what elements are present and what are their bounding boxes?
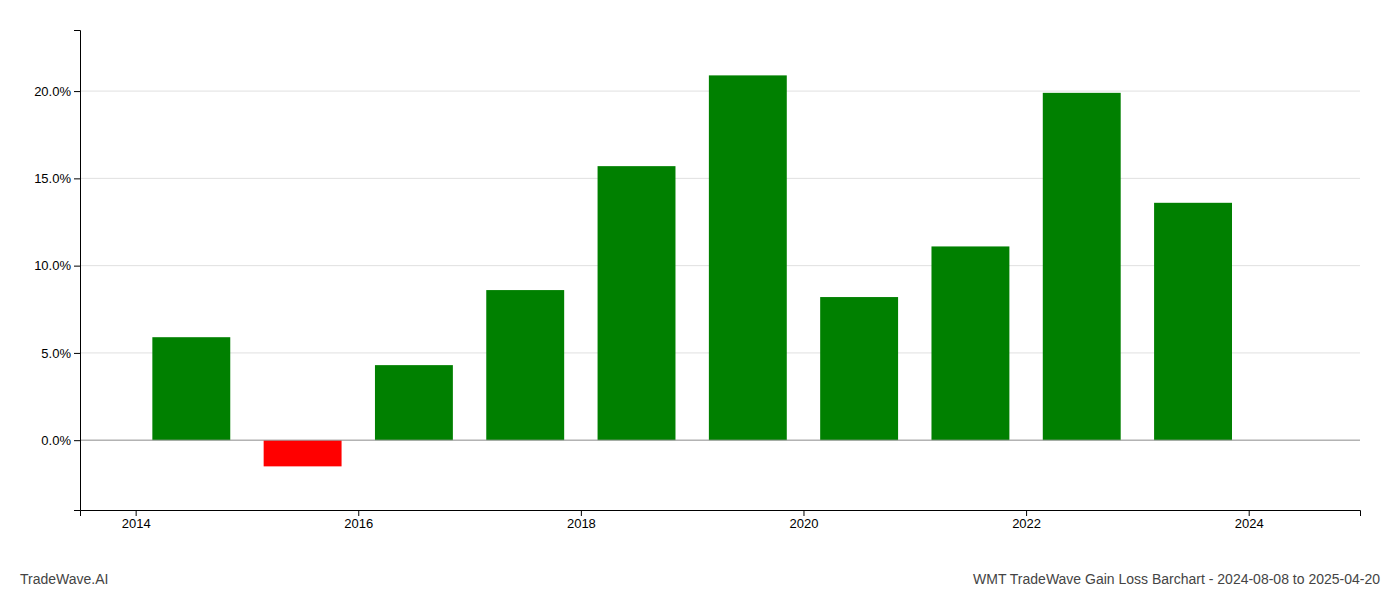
grid-line	[80, 440, 1360, 441]
x-tick-mark	[136, 510, 137, 516]
x-tick-mark	[581, 510, 582, 516]
y-axis-line	[74, 31, 81, 511]
x-tick-label: 2014	[122, 516, 151, 531]
x-tick: 2018	[567, 510, 596, 531]
y-tick-mark	[74, 440, 80, 441]
x-tick-label: 2020	[790, 516, 819, 531]
x-tick-mark	[1026, 510, 1027, 516]
x-tick-mark	[1249, 510, 1250, 516]
x-tick-label: 2018	[567, 516, 596, 531]
bars	[152, 75, 1232, 466]
bar	[264, 440, 342, 466]
zero-line	[80, 440, 1360, 441]
title: WMT TradeWave Gain Loss Barchart - 2024-…	[973, 571, 1380, 587]
annotation: TradeWave.AI	[20, 571, 108, 587]
x-tick: 2014	[122, 510, 151, 531]
y-tick-label: 5.0%	[41, 346, 71, 361]
bar	[486, 290, 564, 440]
chart: 0.0%5.0%10.0%15.0%20.0%20142016201820202…	[0, 0, 1400, 600]
bar	[709, 75, 787, 440]
x-tick: 2020	[790, 510, 819, 531]
y-tick: 20.0%	[34, 84, 80, 99]
y-tick-label: 20.0%	[34, 84, 71, 99]
x-tick-label: 2022	[1012, 516, 1041, 531]
bar	[931, 246, 1009, 440]
x-tick-label: 2024	[1235, 516, 1264, 531]
x-tick-mark	[803, 510, 804, 516]
y-tick: 0.0%	[41, 433, 80, 448]
x-axis: 2014 2016 2018 2020 2022 2024	[81, 510, 1361, 531]
bar	[1154, 203, 1232, 440]
bar	[375, 365, 453, 440]
y-tick-mark	[74, 178, 80, 179]
y-tick: 15.0%	[34, 171, 80, 186]
bar	[152, 337, 230, 440]
x-tick-label: 2016	[344, 516, 373, 531]
y-tick: 5.0%	[41, 346, 80, 361]
x-axis-line	[81, 511, 1361, 517]
y-tick-mark	[74, 266, 80, 267]
y-tick-label: 0.0%	[41, 433, 71, 448]
bar	[598, 166, 676, 440]
y-tick-mark	[74, 91, 80, 92]
bar	[1043, 93, 1121, 440]
y-tick-label: 15.0%	[34, 171, 71, 186]
x-tick: 2022	[1012, 510, 1041, 531]
plot: 0.0%5.0%10.0%15.0%20.0%20142016201820202…	[34, 31, 1360, 532]
x-tick: 2016	[344, 510, 373, 531]
y-tick-mark	[74, 353, 80, 354]
y-tick-label: 10.0%	[34, 258, 71, 273]
bar	[820, 297, 898, 440]
x-tick-mark	[358, 510, 359, 516]
y-axis: 0.0% 5.0% 10.0% 15.0% 20.0%	[34, 31, 80, 511]
y-tick: 10.0%	[34, 258, 80, 273]
x-tick: 2024	[1235, 510, 1264, 531]
